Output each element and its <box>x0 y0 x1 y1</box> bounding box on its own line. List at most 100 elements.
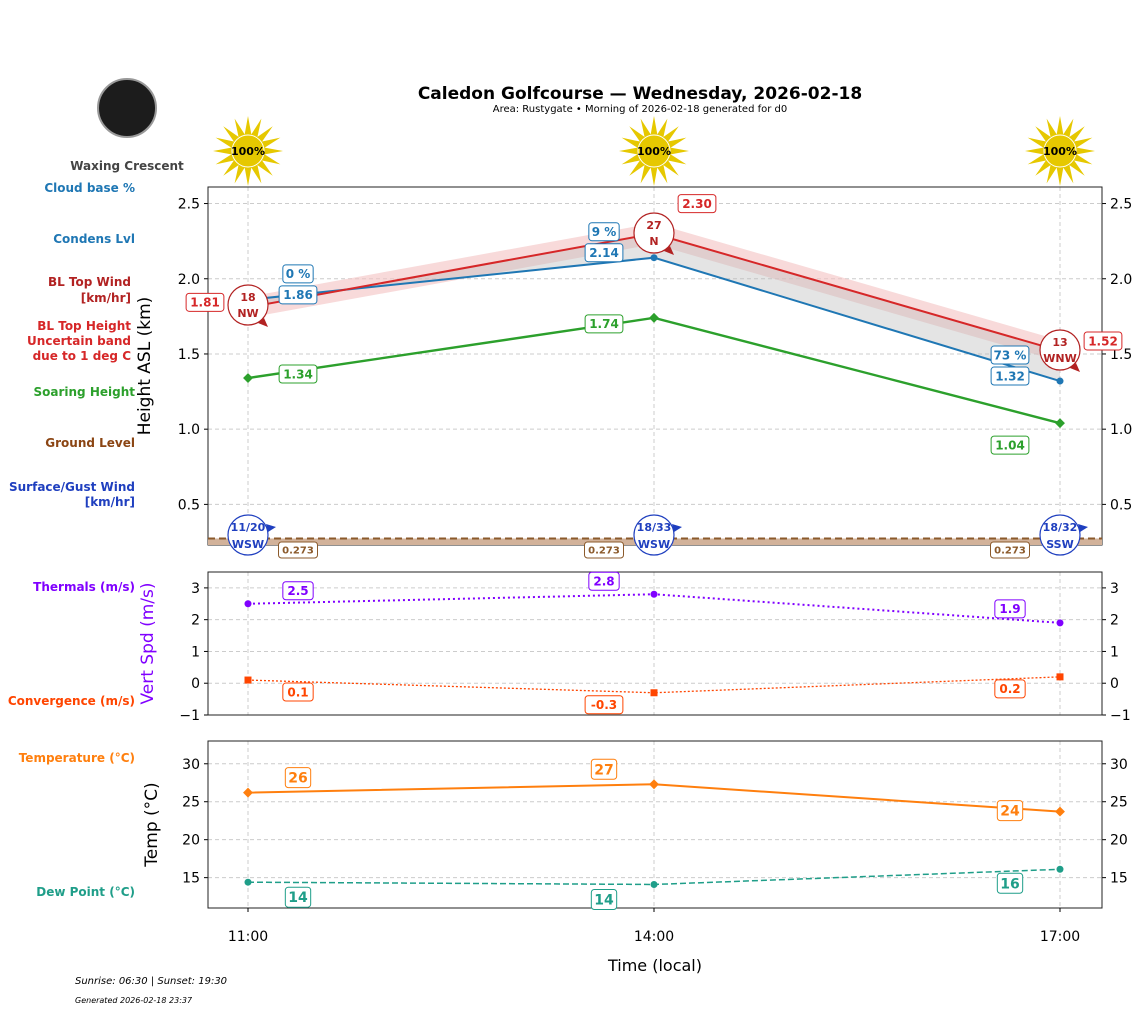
y-tick-label-right: 0.5 <box>1110 497 1132 513</box>
y-tick-label: 0 <box>191 676 200 692</box>
y-tick-label-right: 1.0 <box>1110 422 1132 438</box>
y-tick-label-right: 25 <box>1110 795 1128 811</box>
temperature-point <box>1055 806 1065 817</box>
bl-wind-speed: 18 <box>240 291 255 304</box>
soaring-label: 1.04 <box>995 438 1025 452</box>
chart-subtitle: Area: Rustygate • Morning of 2026-02-18 … <box>493 104 788 115</box>
y-tick-label: 3 <box>191 581 200 597</box>
cloud-base-label: 1.32 <box>995 369 1025 383</box>
ground-label: 0.273 <box>282 546 314 557</box>
generated-time: Generated 2026-02-18 23:37 <box>75 996 193 1005</box>
cloud-cover-label-box <box>282 264 314 284</box>
surface-wind-barb-icon <box>227 514 269 556</box>
convergence-label-box <box>282 682 314 702</box>
cloud-cover-label: 9 % <box>592 225 617 239</box>
cloud-cover-label-box <box>990 345 1030 365</box>
dewpoint-point <box>244 878 252 886</box>
cloud-base-point <box>650 254 658 262</box>
x-tick-label: 11:00 <box>228 929 268 945</box>
bl-top-label: 1.52 <box>1088 334 1118 348</box>
bl-wind-arrow-icon <box>258 318 268 327</box>
dewpoint-label-box <box>590 888 618 910</box>
side-label-surface-wind: Surface/Gust Wind <box>9 480 135 494</box>
surface-wind-direction: SSW <box>1046 538 1073 551</box>
thermal-label-box <box>588 571 620 591</box>
y-tick-label: 20 <box>182 833 200 849</box>
y-tick-label: 30 <box>182 757 200 773</box>
cloud-base-point <box>1056 377 1064 385</box>
surface-wind-direction: WSW <box>232 538 264 551</box>
ground-label-box <box>990 541 1030 559</box>
sun-percent: 100% <box>637 145 671 158</box>
convergence-point <box>244 676 252 684</box>
cloud-cover-label-box <box>588 222 620 242</box>
surface-wind-arrow-icon <box>1078 524 1088 532</box>
bl-top-label: 1.81 <box>190 296 220 310</box>
y-tick-label: 1.0 <box>178 422 200 438</box>
temperature-label: 27 <box>594 762 613 778</box>
y-tick-label-right: 2.0 <box>1110 272 1132 288</box>
ground-label-box <box>278 541 318 559</box>
bl-top-label: 2.30 <box>682 197 712 211</box>
y-tick-label: −1 <box>179 708 200 724</box>
moon-icon <box>97 78 157 138</box>
convergence-label-box <box>584 695 624 715</box>
cloud-cover-label: 73 % <box>994 348 1027 362</box>
side-label-bl_height: BL Top Height <box>37 319 131 333</box>
bl-wind-barb-icon <box>227 284 269 326</box>
y-tick-label: 25 <box>182 795 200 811</box>
y-tick-label-right: 20 <box>1110 833 1128 849</box>
side-label-soaring: Soaring Height <box>34 385 136 399</box>
bl-wind-direction: N <box>649 235 658 248</box>
side-label-bl_wind: BL Top Wind <box>48 275 131 289</box>
side-label-condens: Condens Lvl <box>53 232 135 246</box>
bl-wind-arrow-icon <box>664 246 674 255</box>
bl-wind-arrow-icon <box>1070 363 1080 372</box>
dewpoint-label: 14 <box>288 890 308 906</box>
sun-percent: 100% <box>231 145 265 158</box>
dewpoint-label-box <box>284 886 312 908</box>
axes-frame <box>207 740 1103 909</box>
temperature-label: 24 <box>1000 804 1020 820</box>
surface-wind-speed: 11/20 <box>231 521 266 534</box>
thermal-point <box>650 590 658 598</box>
y-tick-label-right: 2 <box>1110 613 1119 629</box>
side-label-convergence: Convergence (m/s) <box>8 694 135 708</box>
soaring-label-box <box>278 364 318 384</box>
bl-wind-speed: 27 <box>646 219 661 232</box>
thermal-label-box <box>282 581 314 601</box>
bl-top-label-box <box>1083 331 1123 351</box>
sun-percent: 100% <box>1043 145 1077 158</box>
soaring-label-box <box>584 314 624 334</box>
y-tick-label-right: 30 <box>1110 757 1128 773</box>
temperature-label-box <box>284 767 312 789</box>
bl-wind-speed: 13 <box>1052 336 1067 349</box>
side-label-bl_height: due to 1 deg C <box>33 349 132 363</box>
cloud-base-label-box <box>584 243 624 263</box>
bl-top-label-box <box>185 292 225 312</box>
cloud-base-label-box <box>278 285 318 305</box>
cloud-cover-label: 0 % <box>286 267 311 281</box>
surface-wind-barb-icon <box>1039 514 1081 556</box>
side-label-bl_height: Uncertain band <box>27 334 131 348</box>
soaring-point <box>243 373 253 383</box>
y-axis-label: Vert Spd (m/s) <box>138 582 158 704</box>
surface-wind-speed: 18/33 <box>637 521 672 534</box>
surface-wind-direction: WSW <box>638 538 670 551</box>
y-tick-label: 1 <box>191 644 200 660</box>
convergence-point <box>1056 673 1064 681</box>
surface-wind-speed: 18/32 <box>1043 521 1078 534</box>
cloud-base-label-box <box>990 366 1030 386</box>
y-tick-label-right: 15 <box>1110 871 1128 887</box>
sun-disc <box>231 134 265 168</box>
y-tick-label: 15 <box>182 871 200 887</box>
y-tick-label-right: −1 <box>1110 708 1131 724</box>
thermal-point <box>1056 619 1064 627</box>
thermal-label: 1.9 <box>999 602 1020 616</box>
x-tick-label: 14:00 <box>634 929 674 945</box>
y-tick-label-right: 2.5 <box>1110 197 1132 213</box>
cloud-base-label: 2.14 <box>589 246 619 260</box>
temperature-label-box <box>996 800 1024 822</box>
dewpoint-point <box>650 880 658 888</box>
temperature-label: 26 <box>288 771 307 787</box>
